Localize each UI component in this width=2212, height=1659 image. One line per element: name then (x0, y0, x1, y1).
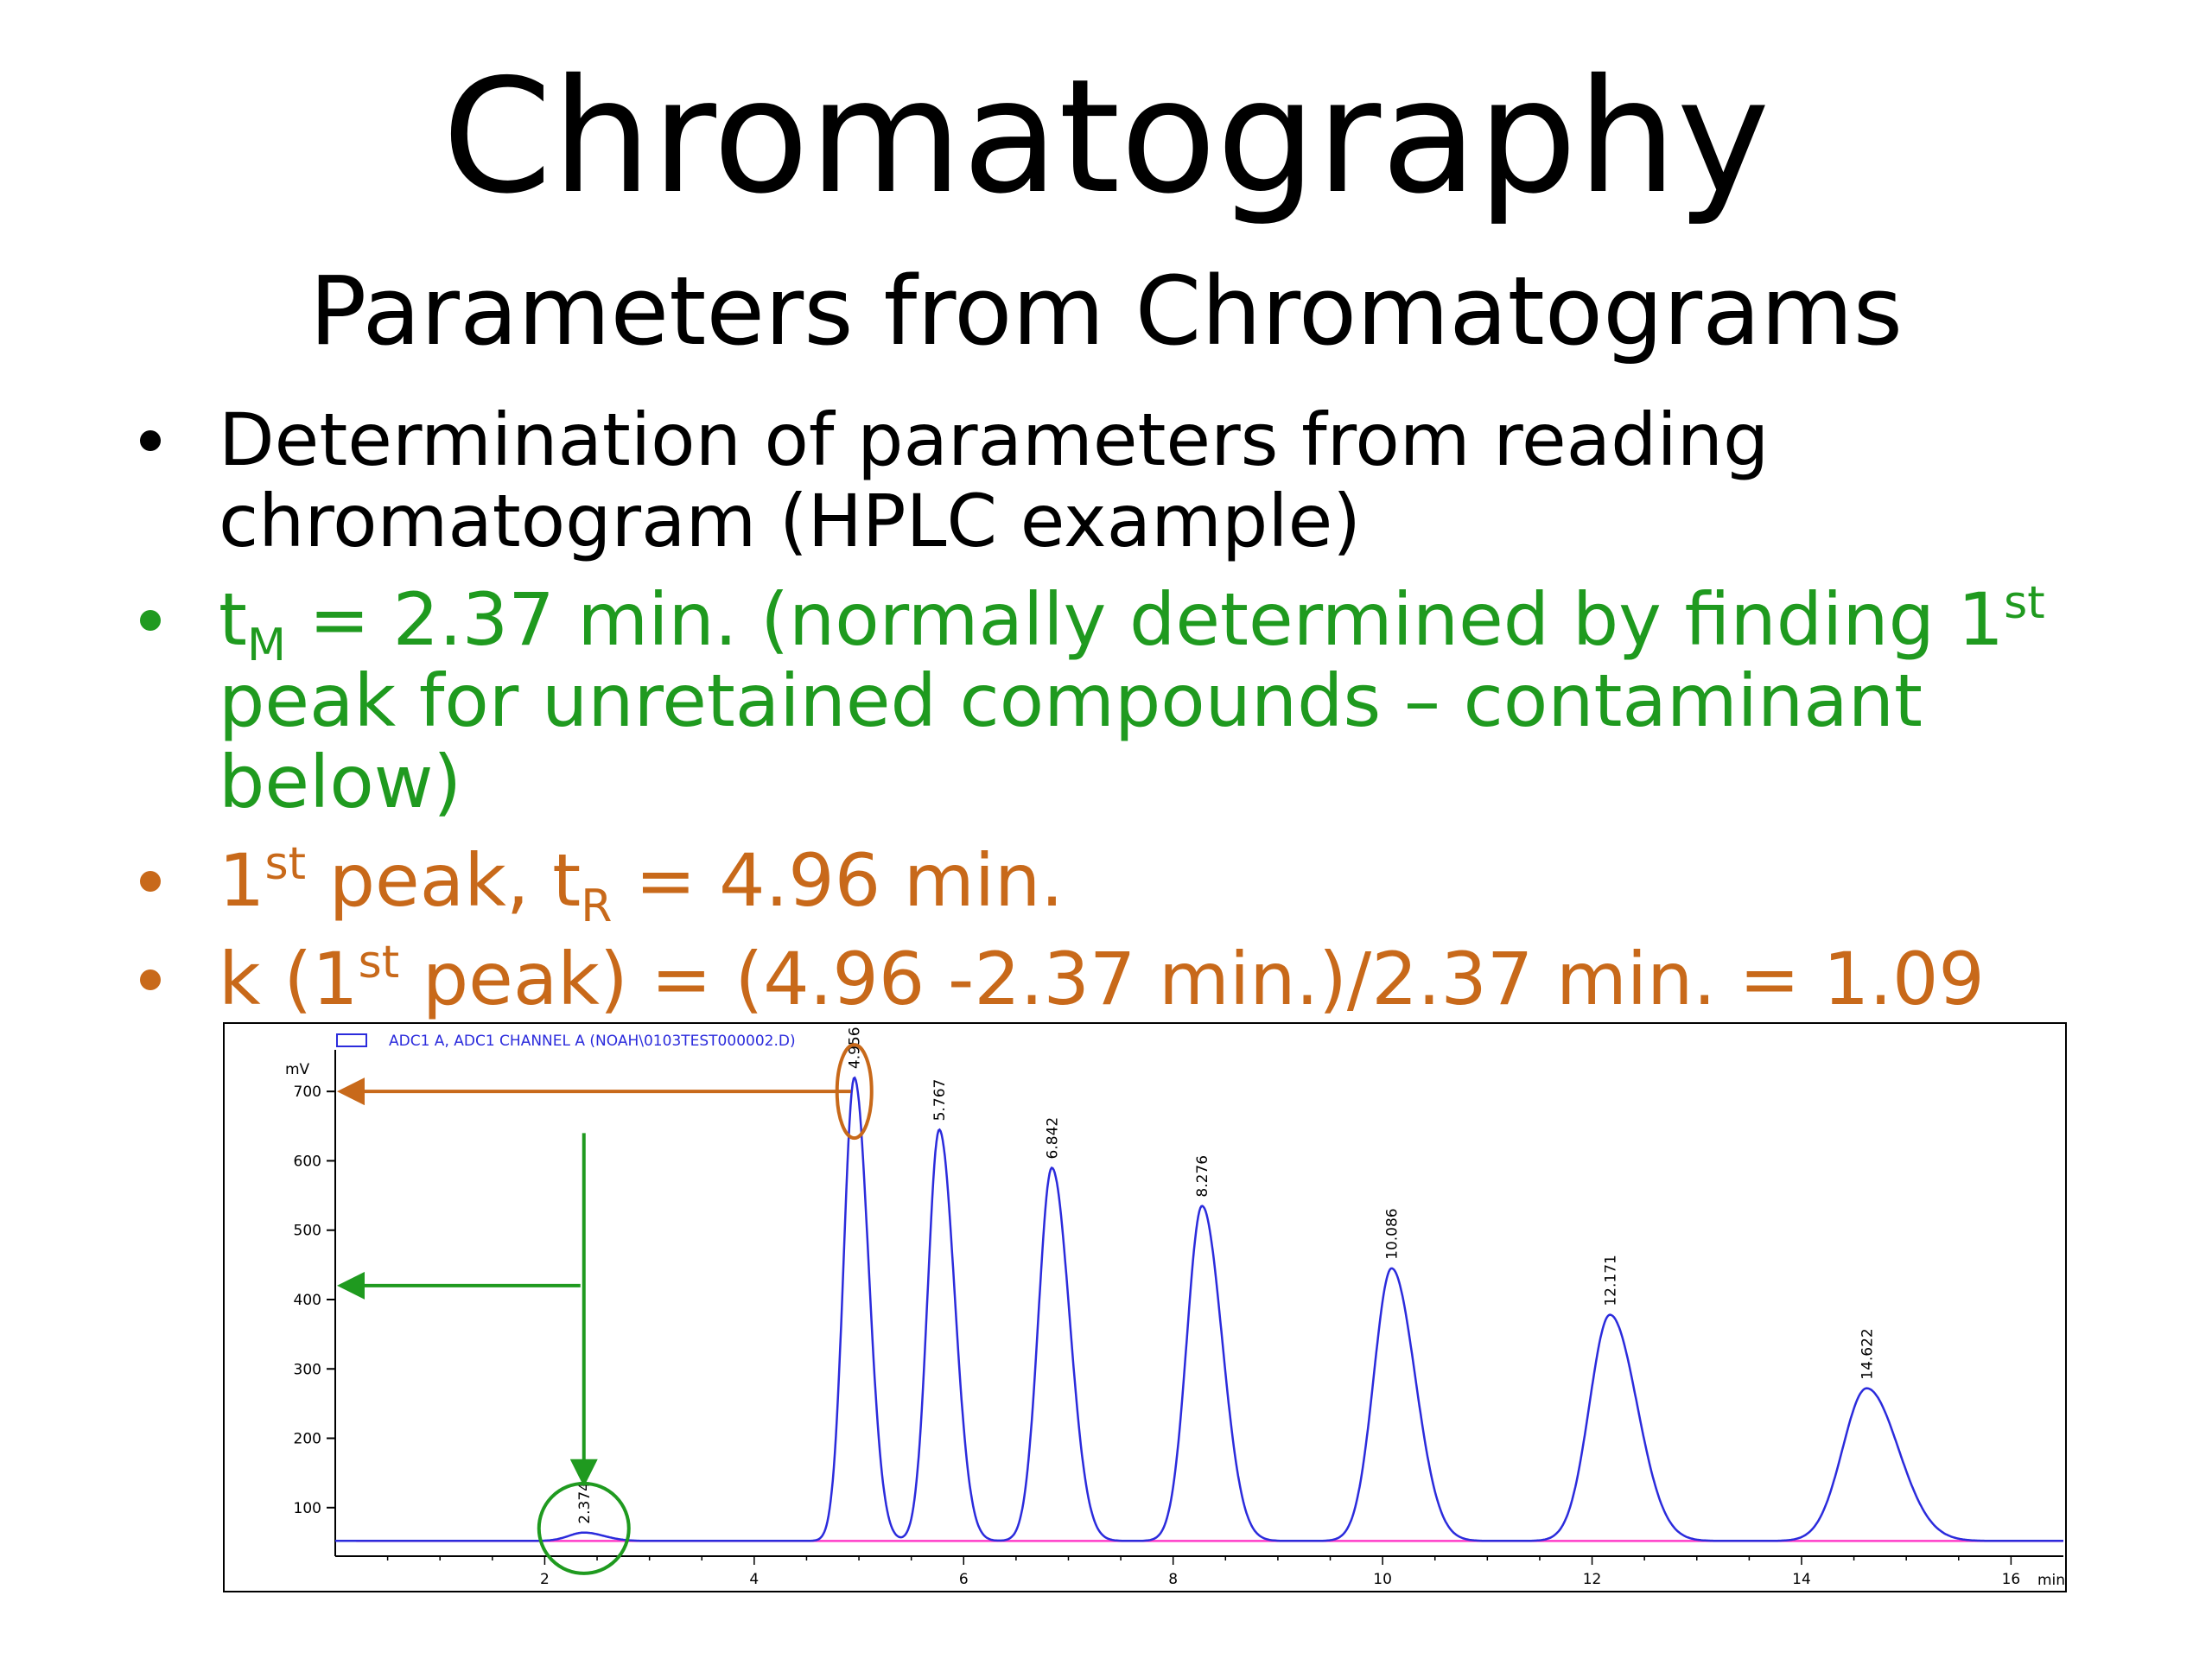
legend-swatch (336, 1033, 367, 1047)
x-tick-label: 14 (1792, 1571, 1811, 1588)
peak-label: 6.842 (1044, 1117, 1061, 1160)
y-tick-label: 500 (294, 1223, 321, 1240)
bullet-dot (140, 610, 161, 631)
tm-line-2: peak for unretained compounds – contamin… (219, 658, 1923, 743)
tr-superscript: st (264, 837, 307, 890)
slide-subtitle: Parameters from Chromatograms (308, 256, 1904, 366)
x-axis-unit: min (2037, 1572, 2065, 1589)
x-tick-label: 16 (2002, 1571, 2021, 1588)
bullet-tr: 1st peak, tR = 4.96 min. (130, 837, 2186, 929)
x-tick-label: 12 (1583, 1571, 1602, 1588)
bullet-determination: Determination of parameters from reading… (130, 399, 2186, 562)
chromatogram-panel: ADC1 A, ADC1 CHANNEL A (NOAH\0103TEST000… (223, 1022, 2067, 1592)
bullet-dot (140, 969, 161, 990)
tm-line-3: below) (219, 740, 462, 824)
x-tick-label: 2 (540, 1571, 550, 1588)
bullet-tm: tM = 2.37 min. (normally determined by f… (130, 579, 2186, 823)
bullet-list: Determination of parameters from reading… (130, 399, 2186, 1037)
peak-label: 12.171 (1602, 1255, 1619, 1306)
tr-mid: peak, t (306, 838, 582, 923)
signal-trace (335, 1076, 2063, 1542)
tm-superscript: st (2004, 576, 2045, 629)
peak-labels: 2.374 4.956 5.767 6.842 8.276 10.086 12.171 14.… (576, 1027, 1877, 1523)
peak-label: 10.086 (1384, 1208, 1402, 1259)
y-tick-label: 300 (294, 1361, 321, 1378)
y-axis-unit: mV (285, 1061, 310, 1078)
chart-axes: 100 200 300 400 500 600 700 2 4 6 8 10 12 14 16 (294, 1050, 2063, 1588)
chart-series (335, 1076, 2063, 1542)
peak-label: 4.956 (847, 1027, 864, 1069)
legend-label: ADC1 A, ADC1 CHANNEL A (NOAH\0103TEST000… (389, 1033, 796, 1050)
chromatogram-chart: ADC1 A, ADC1 CHANNEL A (NOAH\0103TEST000… (285, 1027, 2065, 1589)
peak-label: 14.622 (1859, 1328, 1876, 1379)
y-tick-label: 600 (294, 1153, 321, 1170)
tr-subscript: R (581, 880, 613, 933)
k-superscript: st (358, 936, 400, 988)
y-tick-label: 700 (294, 1084, 321, 1101)
peak-label: 8.276 (1194, 1155, 1211, 1198)
bullet-dot (140, 430, 161, 451)
green-ellipse (537, 1481, 631, 1575)
x-tick-label: 10 (1373, 1571, 1392, 1588)
tm-symbol: t (219, 577, 247, 662)
tr-pre: 1 (219, 838, 265, 923)
bullet-dot (140, 871, 161, 892)
bullet-1-line-2: chromatogram (HPLC example) (219, 479, 1362, 563)
y-tick-label: 200 (294, 1431, 321, 1448)
peak-label: 2.374 (576, 1482, 594, 1524)
slide-title: Chromatography (442, 45, 1770, 228)
chart-legend: ADC1 A, ADC1 CHANNEL A (NOAH\0103TEST000… (336, 1033, 796, 1050)
bullet-1-line-1: Determination of parameters from reading (219, 397, 1770, 482)
k-pre: k (1 (219, 937, 359, 1021)
chart-annotations (337, 1043, 874, 1575)
x-tick-label: 6 (959, 1571, 969, 1588)
y-tick-label: 400 (294, 1292, 321, 1309)
bullet-k: k (1st peak) = (4.96 -2.37 min.)/2.37 mi… (130, 938, 2186, 1020)
y-tick-label: 100 (294, 1500, 321, 1517)
tr-post: = 4.96 min. (612, 838, 1064, 923)
tm-text: = 2.37 min. (normally determined by find… (285, 577, 2005, 662)
x-tick-label: 4 (749, 1571, 759, 1588)
x-tick-label: 8 (1168, 1571, 1178, 1588)
orange-ellipse (835, 1043, 874, 1141)
peak-label: 5.767 (931, 1079, 949, 1122)
k-post: peak) = (4.96 -2.37 min.)/2.37 min. = 1.… (399, 937, 1985, 1021)
